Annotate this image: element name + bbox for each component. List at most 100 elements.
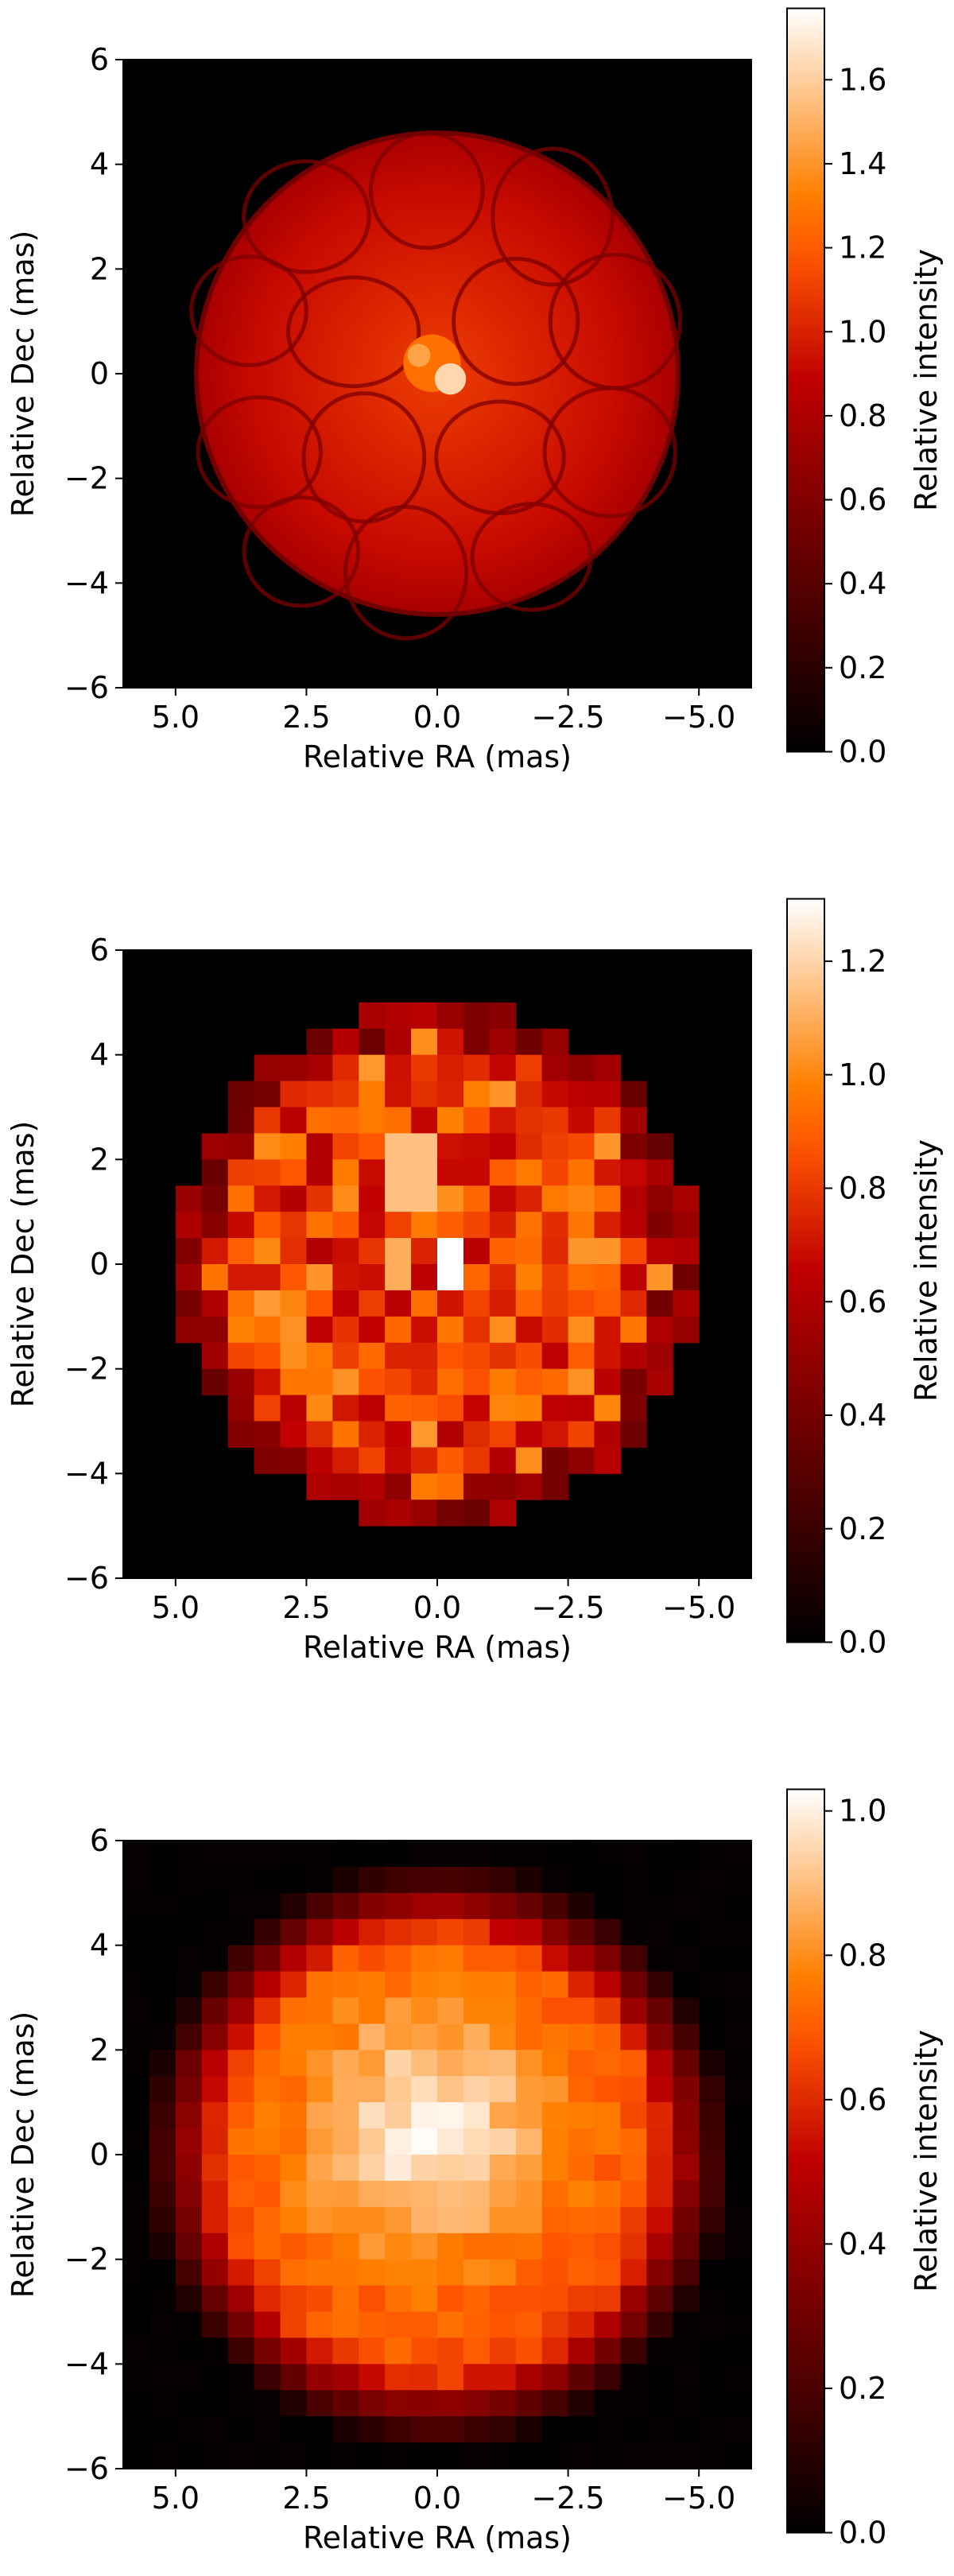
heatmap-cell bbox=[123, 2416, 150, 2443]
heatmap-cell bbox=[306, 1159, 333, 1186]
convection-cell bbox=[286, 275, 421, 389]
heatmap-cell bbox=[411, 2233, 438, 2260]
heatmap-cell bbox=[175, 1866, 203, 1894]
heatmap-cell bbox=[489, 2311, 517, 2338]
heatmap-cell bbox=[594, 1997, 621, 2024]
heatmap-cell bbox=[489, 1918, 517, 1946]
heatmap-cell bbox=[725, 1892, 752, 1920]
heatmap-cell bbox=[306, 2364, 333, 2391]
heatmap-cell bbox=[280, 2311, 307, 2338]
heatmap-cell bbox=[489, 1264, 517, 1291]
heatmap-cell bbox=[489, 2155, 517, 2182]
heatmap-cell bbox=[594, 2364, 621, 2391]
heatmap-cell bbox=[568, 2442, 595, 2469]
heatmap-cell bbox=[489, 2416, 517, 2443]
heatmap-cell bbox=[620, 1421, 647, 1448]
heatmap-cell bbox=[359, 1342, 386, 1370]
heatmap-cell bbox=[620, 2233, 647, 2260]
heatmap-cell bbox=[515, 1212, 543, 1239]
heatmap-cell bbox=[620, 2311, 647, 2338]
heatmap-cell bbox=[306, 1133, 333, 1160]
heatmap-cell bbox=[673, 2050, 700, 2077]
heatmap-cell bbox=[123, 2102, 150, 2129]
heatmap-cell bbox=[541, 1238, 569, 1265]
heatmap-cell bbox=[175, 2206, 203, 2234]
heatmap-cell bbox=[437, 2023, 464, 2050]
y-tick-label: −6 bbox=[64, 1561, 109, 1596]
heatmap-cell bbox=[201, 2050, 229, 2077]
heatmap-cell bbox=[332, 1971, 359, 1998]
heatmap-cell bbox=[620, 1997, 647, 2024]
heatmap-cell bbox=[620, 2102, 647, 2129]
convection-cell bbox=[491, 146, 615, 287]
heatmap-cell bbox=[175, 1238, 203, 1265]
heatmap-cell bbox=[306, 1945, 333, 1973]
y-tick-label: 0 bbox=[90, 2137, 109, 2172]
heatmap-cell bbox=[541, 2233, 569, 2260]
heatmap-cell bbox=[568, 2128, 595, 2155]
heatmap-cell bbox=[175, 2233, 203, 2260]
heatmap-cell bbox=[411, 1133, 438, 1160]
heatmap-cell bbox=[227, 2023, 255, 2050]
heatmap-cell bbox=[725, 2390, 752, 2417]
heatmap-cell bbox=[437, 2155, 464, 2182]
heatmap-cell bbox=[620, 2364, 647, 2391]
heatmap-cell bbox=[568, 1159, 595, 1186]
heatmap-cell bbox=[385, 1368, 412, 1396]
heatmap-cell bbox=[227, 1395, 255, 1422]
heatmap-cell bbox=[489, 1971, 517, 1998]
heatmap-cell bbox=[123, 2050, 150, 2077]
heatmap-cell bbox=[411, 1945, 438, 1973]
heatmap-cell bbox=[149, 2155, 176, 2182]
heatmap-cell bbox=[411, 1866, 438, 1894]
heatmap-cell bbox=[725, 2285, 752, 2312]
heatmap-cell bbox=[411, 2311, 438, 2338]
heatmap-cell bbox=[332, 2416, 359, 2443]
heatmap-cell bbox=[620, 1395, 647, 1422]
heatmap-cell bbox=[385, 1841, 412, 1868]
x-tick-label: −5.0 bbox=[662, 2481, 735, 2516]
heatmap-cell bbox=[385, 1997, 412, 2024]
heatmap-cell bbox=[489, 1107, 517, 1134]
heatmap-cell bbox=[201, 2311, 229, 2338]
heatmap-cell bbox=[332, 1918, 359, 1946]
heatmap-cell bbox=[254, 1238, 281, 1265]
heatmap-cell bbox=[646, 1841, 673, 1868]
heatmap-cell bbox=[306, 2416, 333, 2443]
heatmap-cell bbox=[673, 1212, 700, 1239]
y-axis-label: Relative Dec (mas) bbox=[6, 2012, 41, 2299]
heatmap-cell bbox=[411, 1342, 438, 1370]
heatmap-cell bbox=[515, 2416, 543, 2443]
heatmap-cell bbox=[515, 1421, 543, 1448]
heatmap-cell bbox=[175, 2076, 203, 2103]
heatmap-cell bbox=[123, 2390, 150, 2417]
heatmap-cell bbox=[594, 1395, 621, 1422]
heatmap-cell bbox=[149, 2259, 176, 2287]
heatmap-cell bbox=[227, 2206, 255, 2234]
heatmap-image bbox=[123, 1841, 752, 2469]
heatmap-cell bbox=[489, 1133, 517, 1160]
heatmap-cell bbox=[149, 2364, 176, 2391]
heatmap-cell bbox=[594, 1841, 621, 1868]
heatmap-cell bbox=[594, 2285, 621, 2312]
heatmap-cell bbox=[227, 1997, 255, 2024]
heatmap-cell bbox=[411, 1841, 438, 1868]
heatmap-cell bbox=[227, 2311, 255, 2338]
heatmap-cell bbox=[541, 1264, 569, 1291]
heatmap-cell bbox=[123, 2285, 150, 2312]
heatmap-cell bbox=[541, 2285, 569, 2312]
y-tick-label: 6 bbox=[90, 1823, 109, 1858]
heatmap-cell bbox=[332, 2023, 359, 2050]
heatmap-cell bbox=[149, 1866, 176, 1894]
heatmap-cell bbox=[515, 2311, 543, 2338]
heatmap-cell bbox=[568, 1447, 595, 1474]
heatmap-cell bbox=[280, 2233, 307, 2260]
heatmap-cell bbox=[568, 2155, 595, 2182]
heatmap-cell bbox=[306, 1421, 333, 1448]
heatmap-cell bbox=[385, 1945, 412, 1973]
heatmap-cell bbox=[463, 2076, 491, 2103]
heatmap-cell bbox=[541, 2337, 569, 2365]
bright-spot bbox=[407, 343, 431, 367]
heatmap-cell bbox=[568, 2259, 595, 2287]
heatmap-cell bbox=[385, 2076, 412, 2103]
